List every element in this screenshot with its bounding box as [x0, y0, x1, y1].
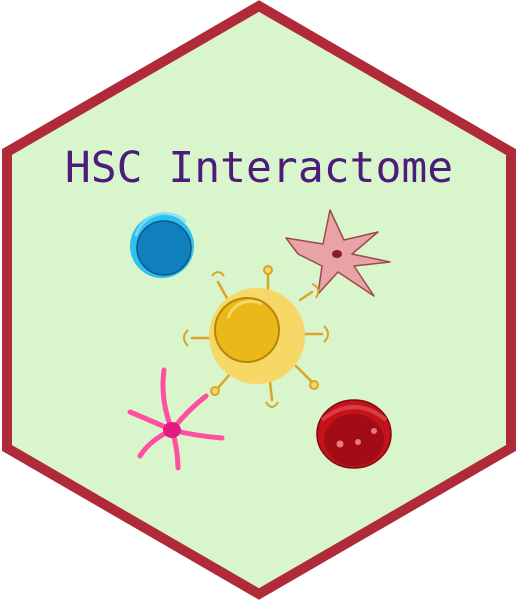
blue-lymphocyte-icon — [130, 211, 194, 278]
logo-title: HSC Interactome — [65, 143, 453, 193]
pink-stromal-cell-icon — [285, 209, 391, 297]
magenta-dendritic-cell-icon — [127, 367, 225, 471]
red-blood-cell-icon — [316, 399, 392, 469]
yellow-hsc-cell-icon — [183, 265, 329, 408]
